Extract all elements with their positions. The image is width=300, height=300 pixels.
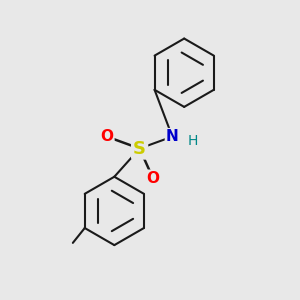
Text: O: O [146,171,160,186]
Text: S: S [133,140,146,158]
Text: O: O [100,129,113,144]
Text: N: N [166,129,179,144]
Text: H: H [188,134,198,148]
